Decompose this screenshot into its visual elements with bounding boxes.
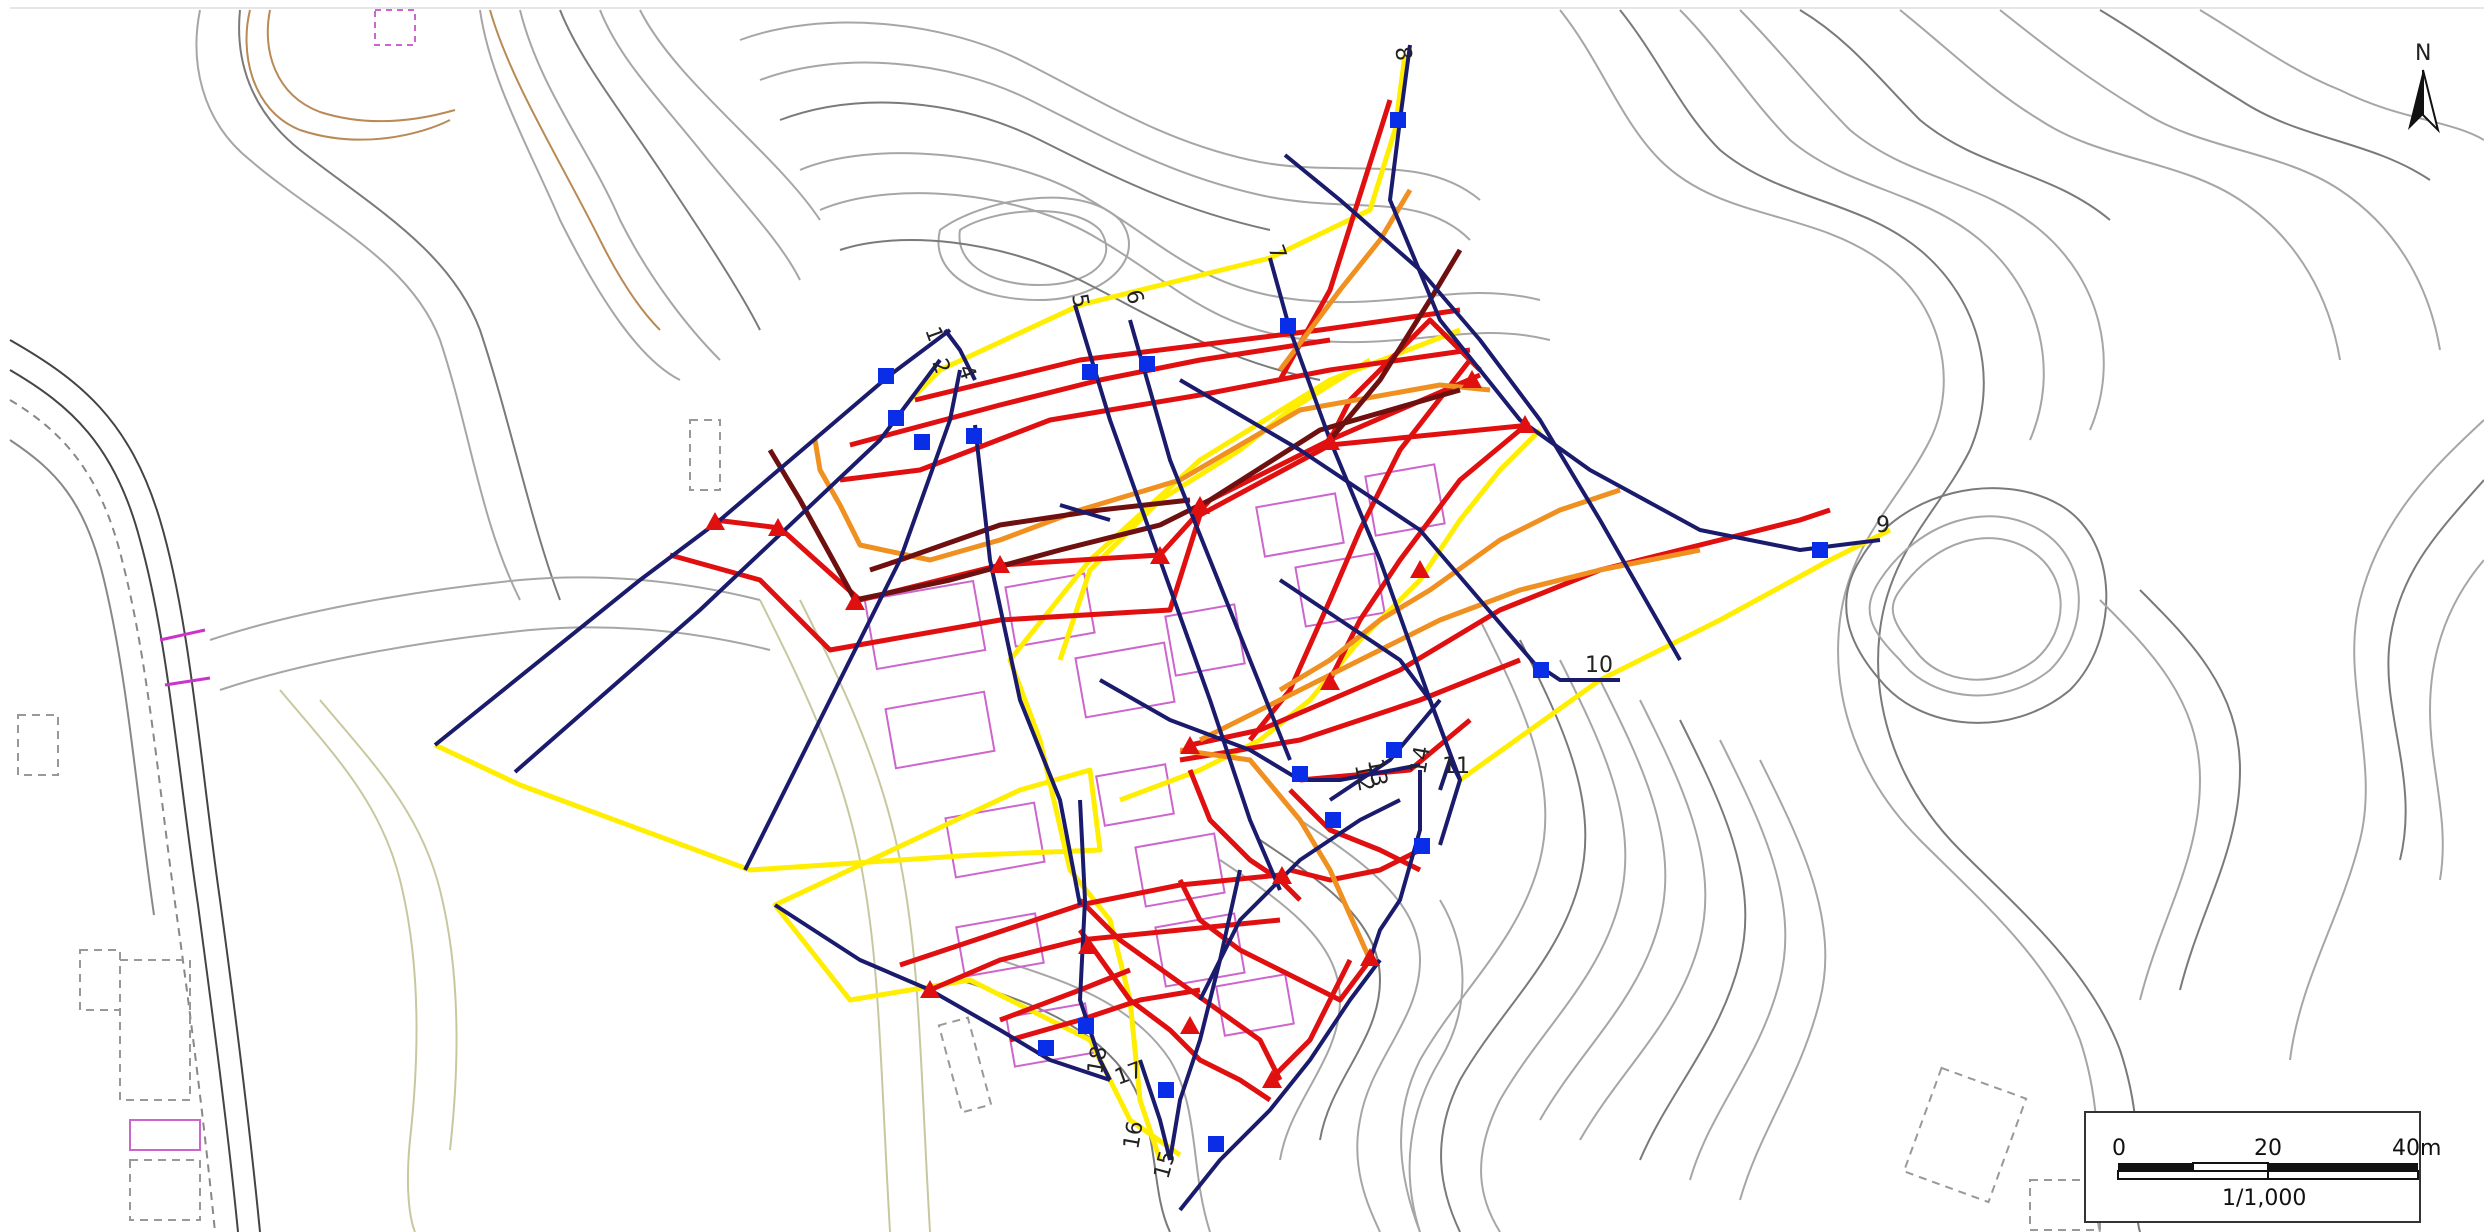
triangle-point-icon xyxy=(705,512,725,530)
triangle-point-icon xyxy=(1320,432,1340,450)
scale-end-label: 40m xyxy=(2392,1136,2441,1161)
station-square-icon xyxy=(1082,364,1098,380)
triangle-point-icon xyxy=(1262,1070,1282,1088)
station-square-icon xyxy=(1533,662,1549,678)
triangle-point-icon xyxy=(845,592,865,610)
station-square-icon xyxy=(1158,1082,1174,1098)
section-label: 10 xyxy=(1585,653,1613,678)
station-square-icon xyxy=(888,410,904,426)
building-outlines xyxy=(129,9,1446,1151)
scale-zero-label: 0 xyxy=(2112,1136,2126,1161)
station-square-icon xyxy=(1292,766,1308,782)
triangle-point-icon xyxy=(768,518,788,536)
orange-lines xyxy=(812,188,1701,962)
station-square-icon xyxy=(1280,318,1296,334)
triangle-point-icon xyxy=(1272,866,1292,884)
scale-bar: 0 20 40m 1/1,000 xyxy=(2084,1111,2441,1223)
triangle-point-icon xyxy=(1078,936,1098,954)
triangle-point-icon xyxy=(1180,1016,1200,1034)
station-square-icon xyxy=(878,368,894,384)
road-markings xyxy=(159,628,211,687)
section-label: 14 xyxy=(1406,744,1435,776)
triangle-point-icon xyxy=(1150,546,1170,564)
section-label: 12 xyxy=(1349,762,1378,794)
station-square-icon xyxy=(914,434,930,450)
triangle-point-icon xyxy=(920,980,940,998)
section-label: 9 xyxy=(1876,513,1890,538)
section-label: 6 xyxy=(1120,287,1148,307)
scale-ratio-label: 1/1,000 xyxy=(2222,1186,2306,1211)
station-square-icon xyxy=(1208,1136,1224,1152)
triangle-point-icon xyxy=(1515,415,1535,433)
contour-lines xyxy=(9,9,2484,1232)
station-square-icon xyxy=(966,428,982,444)
section-label: 16 xyxy=(1119,1119,1148,1151)
station-square-icon xyxy=(1038,1040,1054,1056)
triangle-point-icon xyxy=(1180,736,1200,754)
triangle-point-icon xyxy=(1320,672,1340,690)
station-square-icon xyxy=(1139,356,1155,372)
section-label: 7 xyxy=(1262,242,1290,264)
north-label: N xyxy=(2415,41,2431,66)
station-markers xyxy=(878,112,1828,1152)
triangle-point-icon xyxy=(1190,496,1210,514)
section-labels: 1 2 4 5 6 7 8 9 10 11 12 13 14 15 16 17 … xyxy=(919,45,1890,1182)
dark-red-lines xyxy=(767,248,1463,603)
section-label: 11 xyxy=(1442,754,1470,779)
station-square-icon xyxy=(1386,742,1402,758)
section-label: 8 xyxy=(1389,45,1416,63)
triangle-point-icon xyxy=(1360,948,1380,966)
station-square-icon xyxy=(1390,112,1406,128)
triangle-point-icon xyxy=(990,555,1010,573)
section-label: 18 xyxy=(1083,1044,1112,1076)
station-square-icon xyxy=(1812,542,1828,558)
scale-mid-label: 20 xyxy=(2254,1136,2282,1161)
station-square-icon xyxy=(1325,812,1341,828)
section-label: 2 xyxy=(926,356,954,378)
point-markers xyxy=(705,370,1535,1088)
station-square-icon xyxy=(1414,838,1430,854)
section-label: 5 xyxy=(1066,292,1093,310)
station-square-icon xyxy=(1078,1018,1094,1034)
triangle-point-icon xyxy=(1410,560,1430,578)
section-label: 13 xyxy=(1362,757,1391,789)
triangle-point-icon xyxy=(1462,370,1482,388)
north-arrow-icon: N xyxy=(2408,41,2440,134)
survey-lines xyxy=(433,44,1881,1212)
dashed-structures xyxy=(17,419,2101,1231)
